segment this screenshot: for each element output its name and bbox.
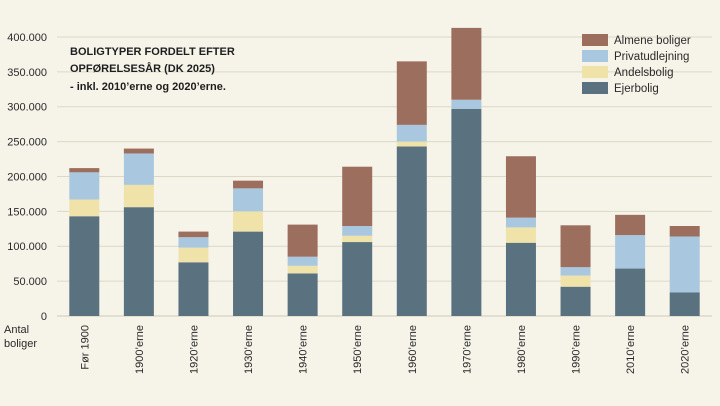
bar-privatudlejning-1940-erne xyxy=(287,256,318,266)
bar-privatudlejning-1950-erne xyxy=(342,226,373,236)
y-tick-label: 150.000 xyxy=(7,206,47,218)
y-axis-title-line-1: Antal xyxy=(4,324,29,336)
x-axis-ticks: Før 1900 1900’erne 1920’erne 1930’erne 1940’… xyxy=(79,325,691,374)
bar-andelsbolig-1920-erne xyxy=(178,247,209,263)
x-tick-label: 1940’erne xyxy=(298,325,310,374)
bar-stack-1900-erne xyxy=(123,148,154,316)
bar-andelsbolig-1950-erne xyxy=(342,235,373,243)
bar-ejerbolig-1950-erne xyxy=(342,242,373,316)
bar-privatudlejning-1900-erne xyxy=(123,153,154,185)
x-tick-label: 2010’erne xyxy=(625,325,637,374)
x-tick-label: 1920’erne xyxy=(188,325,200,374)
x-tick-label: 2020’erne xyxy=(680,325,692,374)
y-tick-label: 200.000 xyxy=(7,171,47,183)
bar-almene-boliger-1900-erne xyxy=(123,148,154,154)
bar-ejerbolig-1900-erne xyxy=(123,207,154,316)
title-line-1: BOLIGTYPER FORDELT EFTER xyxy=(70,46,235,58)
bar-stack-1940-erne xyxy=(287,224,318,316)
bar-ejerbolig-2010-erne xyxy=(615,268,646,316)
bar-privatudlejning-2020-erne xyxy=(669,236,700,293)
bar-ejerbolig-1990-erne xyxy=(560,286,591,316)
bar-stack-1990-erne xyxy=(560,225,591,316)
y-tick-label: 100.000 xyxy=(7,241,47,253)
bar-andelsbolig-for-1900 xyxy=(69,199,100,217)
x-tick-label: 1980’erne xyxy=(516,325,528,374)
x-tick-label: Før 1900 xyxy=(79,325,91,370)
bar-ejerbolig-1930-erne xyxy=(233,231,264,316)
bar-almene-boliger-1940-erne xyxy=(287,224,318,257)
bar-almene-boliger-2010-erne xyxy=(615,214,646,236)
bar-stack-1920-erne xyxy=(178,231,209,316)
legend-swatch-privatudlejning xyxy=(582,50,608,62)
y-tick-label: 0 xyxy=(41,311,47,323)
bar-stack-1960-erne xyxy=(396,61,427,316)
bar-andelsbolig-1900-erne xyxy=(123,184,154,208)
bar-privatudlejning-1970-erne xyxy=(451,99,482,109)
x-tick-label: 1930’erne xyxy=(243,325,255,374)
legend-swatch-almene-boliger xyxy=(582,34,608,46)
legend-swatch-andelsbolig xyxy=(582,66,608,78)
legend-label-privatudlejning: Privatudlejning xyxy=(614,51,689,63)
bar-ejerbolig-1970-erne xyxy=(451,108,482,316)
bar-almene-boliger-1960-erne xyxy=(396,61,427,125)
bar-stack-1970-erne xyxy=(451,27,482,316)
legend-swatch-ejerbolig xyxy=(582,82,608,94)
legend-label-ejerbolig: Ejerbolig xyxy=(614,83,659,95)
bar-andelsbolig-1990-erne xyxy=(560,275,591,287)
legend: Almene boliger Privatudlejning Andelsbolig… xyxy=(582,34,691,95)
y-tick-label: 300.000 xyxy=(7,102,47,114)
x-tick-label: 1950’erne xyxy=(352,325,364,374)
bar-ejerbolig-1920-erne xyxy=(178,262,209,316)
bar-stack-2020-erne xyxy=(669,226,700,316)
y-axis-ticks: 0 50.000 100.000 150.000 200.000 250.000 300.0… xyxy=(7,32,47,323)
legend-label-almene-boliger: Almene boliger xyxy=(614,35,691,47)
y-axis-title-line-2: boliger xyxy=(4,338,37,350)
bar-privatudlejning-1990-erne xyxy=(560,267,591,276)
y-axis-title: Antal boliger xyxy=(4,324,37,350)
bar-almene-boliger-2020-erne xyxy=(669,226,700,237)
chart-title: BOLIGTYPER FORDELT EFTER OPFØRELSESÅR (D… xyxy=(70,46,235,93)
y-tick-label: 50.000 xyxy=(13,276,47,288)
bar-almene-boliger-1930-erne xyxy=(233,180,264,189)
legend-label-andelsbolig: Andelsbolig xyxy=(614,67,673,79)
x-tick-label: 1990’erne xyxy=(571,325,583,374)
bar-andelsbolig-1960-erne xyxy=(396,141,427,147)
bar-andelsbolig-1980-erne xyxy=(505,227,536,243)
bar-privatudlejning-1920-erne xyxy=(178,237,209,248)
bar-stack-1950-erne xyxy=(342,166,373,316)
bar-privatudlejning-2010-erne xyxy=(615,235,646,269)
bar-ejerbolig-for-1900 xyxy=(69,216,100,316)
bar-almene-boliger-1950-erne xyxy=(342,166,373,227)
bar-privatudlejning-1980-erne xyxy=(505,217,536,228)
y-tick-label: 400.000 xyxy=(7,32,47,44)
x-tick-label: 1900’erne xyxy=(134,325,146,374)
bar-stack-1980-erne xyxy=(505,156,536,316)
bar-almene-boliger-1920-erne xyxy=(178,231,209,238)
bar-stack-for-1900 xyxy=(69,168,100,316)
y-tick-label: 350.000 xyxy=(7,67,47,79)
bar-privatudlejning-for-1900 xyxy=(69,172,100,200)
bar-privatudlejning-1960-erne xyxy=(396,124,427,142)
bar-andelsbolig-1930-erne xyxy=(233,211,264,232)
bar-stack-1930-erne xyxy=(233,180,264,316)
title-line-3: - inkl. 2010’erne og 2020’erne. xyxy=(70,81,226,93)
x-tick-label: 1970’erne xyxy=(461,325,473,374)
bar-almene-boliger-for-1900 xyxy=(69,168,100,173)
bar-almene-boliger-1990-erne xyxy=(560,225,591,268)
y-tick-label: 250.000 xyxy=(7,137,47,149)
bar-andelsbolig-1940-erne xyxy=(287,265,318,274)
bar-stack-2010-erne xyxy=(615,214,646,316)
bar-almene-boliger-1970-erne xyxy=(451,27,482,100)
bars xyxy=(69,27,700,316)
x-tick-label: 1960’erne xyxy=(407,325,419,374)
bar-ejerbolig-2020-erne xyxy=(669,292,700,316)
title-line-2: OPFØRELSESÅR (DK 2025) xyxy=(70,62,215,75)
bar-almene-boliger-1980-erne xyxy=(505,156,536,218)
bar-privatudlejning-1930-erne xyxy=(233,188,264,212)
bar-ejerbolig-1960-erne xyxy=(396,146,427,316)
bar-ejerbolig-1940-erne xyxy=(287,273,318,316)
bar-ejerbolig-1980-erne xyxy=(505,242,536,316)
